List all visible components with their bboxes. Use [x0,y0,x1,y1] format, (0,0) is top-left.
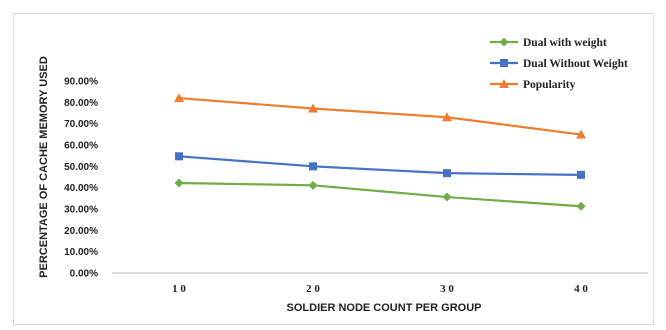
legend-marker [499,37,509,47]
series-dual-with-weight [174,178,586,211]
series-dual-without-weight [175,152,585,179]
data-point [308,103,318,113]
y-tick-label: 80.00% [64,98,98,109]
x-tick-label: 2 0 [306,283,320,295]
legend-label: Dual Without Weight [523,58,628,70]
data-point [175,152,183,161]
legend-label: Popularity [523,79,576,91]
legend-marker [499,79,509,88]
legend-item: Dual with weight [490,37,607,49]
y-tick-label: 0.00% [70,269,98,280]
series-line [178,96,582,136]
series-line [178,155,582,176]
x-axis-ticks: 1 0 2 0 3 0 4 0 [172,283,588,295]
y-axis-title: PERCENTAGE OF CACHE MEMORY USED [38,56,50,278]
data-point [442,192,452,202]
data-point [174,93,184,103]
legend-label: Dual with weight [523,37,607,49]
y-tick-label: 70.00% [64,119,98,130]
x-tick-label: 4 0 [574,283,588,295]
data-point [309,162,317,171]
y-tick-label: 30.00% [64,205,98,216]
data-point [576,129,586,139]
x-tick-label: 3 0 [440,283,454,295]
data-point [576,201,586,211]
data-point [442,112,452,122]
y-axis-ticks: 0.00% 10.00% 20.00% 30.00% 40.00% 50.00% 60.00… [64,77,98,280]
data-point [577,170,585,179]
data-point [443,169,451,178]
x-tick-label: 1 0 [172,283,186,295]
x-axis-title: SOLDIER NODE COUNT PER GROUP [287,302,482,314]
series-popularity [174,93,586,139]
y-tick-label: 10.00% [64,247,98,258]
legend: Dual with weight Dual Without Weight Popul… [490,37,628,91]
y-tick-label: 60.00% [64,141,98,152]
data-point [308,180,318,190]
y-tick-label: 90.00% [64,77,98,88]
legend-item: Popularity [490,79,576,91]
y-tick-label: 20.00% [64,226,98,237]
y-tick-label: 50.00% [64,162,98,173]
legend-item: Dual Without Weight [490,58,628,70]
series-group [174,93,586,211]
data-point [174,178,184,188]
legend-marker [500,59,508,67]
y-tick-label: 40.00% [64,183,98,194]
series-line [178,181,582,208]
